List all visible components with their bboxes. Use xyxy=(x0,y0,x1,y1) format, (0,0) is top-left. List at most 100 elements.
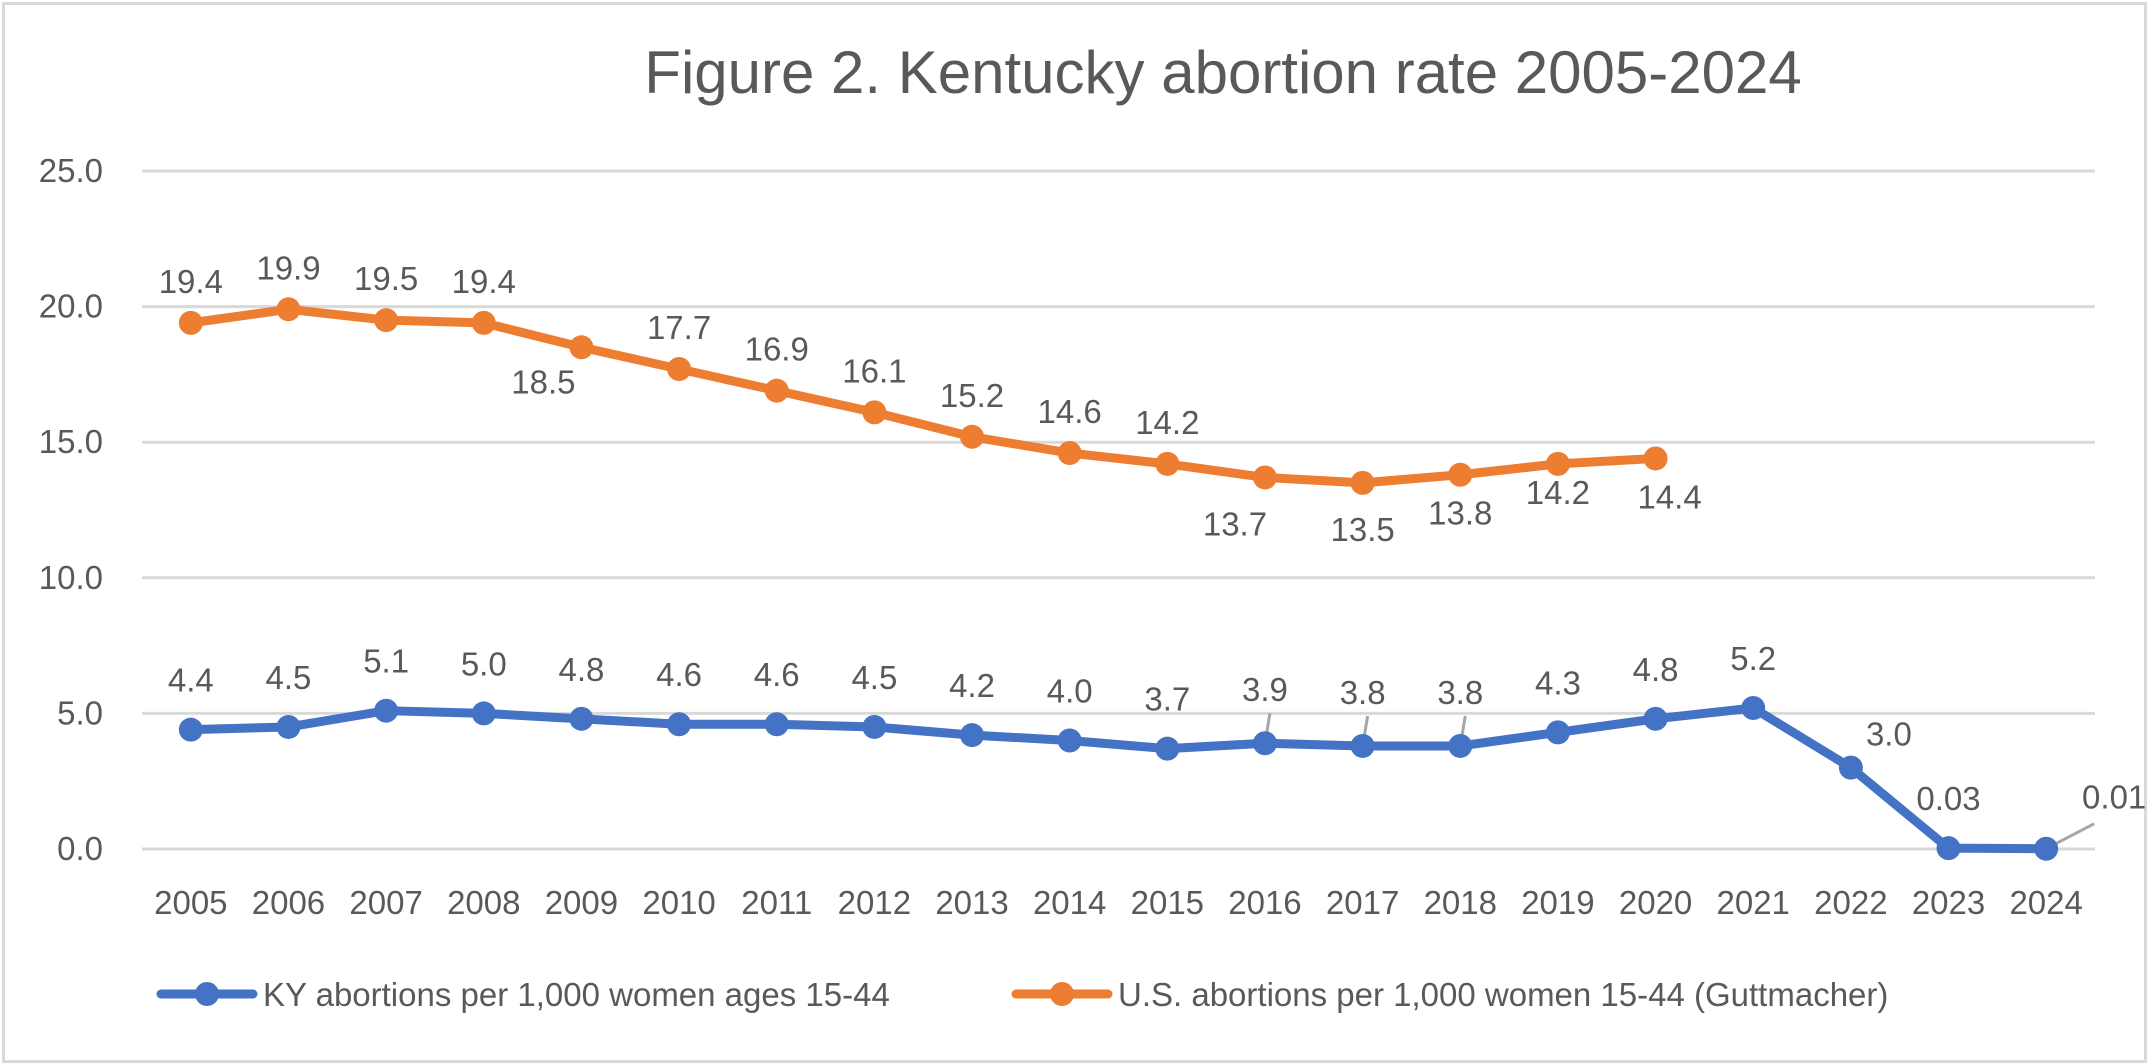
data-point xyxy=(1741,695,1766,720)
x-axis: 2005 2006 2007 2008 2009 2010 2011 2012 2013 2014… xyxy=(154,884,2083,921)
data-label: 4.8 xyxy=(1633,651,1679,688)
data-label: 3.0 xyxy=(1866,716,1912,753)
data-label: 19.9 xyxy=(256,249,320,286)
data-point xyxy=(276,714,301,739)
data-label: 5.2 xyxy=(1730,640,1776,677)
data-point xyxy=(1350,470,1375,495)
legend-marker-point xyxy=(1050,982,1074,1006)
data-label: 4.6 xyxy=(754,656,800,693)
x-tick-label: 2023 xyxy=(1912,884,1985,921)
y-tick-label: 5.0 xyxy=(57,694,103,731)
x-tick-label: 2024 xyxy=(2009,884,2082,921)
legend: KY abortions per 1,000 women ages 15-44 U… xyxy=(156,976,1888,1013)
data-label: 4.6 xyxy=(656,656,702,693)
data-point xyxy=(1936,836,1961,861)
x-tick-label: 2010 xyxy=(642,884,715,921)
data-point xyxy=(471,310,496,335)
series-line xyxy=(190,703,2047,854)
x-tick-label: 2022 xyxy=(1814,884,1887,921)
y-tick-label: 0.0 xyxy=(57,830,103,867)
data-point xyxy=(1252,731,1277,756)
legend-marker-point xyxy=(195,982,219,1006)
data-label: 13.8 xyxy=(1428,495,1492,532)
data-point xyxy=(1448,733,1473,758)
data-label: 4.8 xyxy=(558,651,604,688)
data-label: 4.0 xyxy=(1047,673,1093,710)
data-label: 5.0 xyxy=(461,645,507,682)
data-point xyxy=(667,712,692,737)
data-point xyxy=(374,308,399,333)
x-tick-label: 2014 xyxy=(1033,884,1106,921)
data-label: 19.5 xyxy=(354,260,418,297)
data-point xyxy=(764,378,789,403)
data-point xyxy=(1643,706,1668,731)
x-tick-label: 2011 xyxy=(741,884,812,921)
x-tick-label: 2019 xyxy=(1521,884,1594,921)
x-tick-label: 2017 xyxy=(1326,884,1399,921)
y-axis: 0.0 5.0 10.0 15.0 20.0 25.0 xyxy=(39,152,103,867)
x-tick-label: 2015 xyxy=(1131,884,1204,921)
data-label: 13.5 xyxy=(1331,511,1395,548)
data-label: 19.4 xyxy=(159,263,223,300)
series-lines xyxy=(178,297,2059,861)
data-point xyxy=(1545,451,1570,476)
legend-label: KY abortions per 1,000 women ages 15-44 xyxy=(263,976,890,1013)
data-label: 14.2 xyxy=(1135,404,1199,441)
data-point xyxy=(1057,728,1082,753)
data-point xyxy=(960,723,985,748)
series-line xyxy=(190,304,1656,488)
data-labels: 4.4 4.5 5.1 5.0 4.8 4.6 4.6 4.5 4.2 4.0 3.7 3.9 3.8 3… xyxy=(159,249,2147,817)
data-point xyxy=(569,335,594,360)
data-label: 19.4 xyxy=(452,263,516,300)
x-tick-label: 2008 xyxy=(447,884,520,921)
data-label: 14.2 xyxy=(1526,474,1590,511)
data-label: 17.7 xyxy=(647,309,711,346)
data-label: 0.03 xyxy=(1916,780,1980,817)
data-point xyxy=(1643,446,1668,471)
data-point xyxy=(862,400,887,425)
data-label: 3.9 xyxy=(1242,671,1288,708)
legend-label: U.S. abortions per 1,000 women 15-44 (Gu… xyxy=(1118,976,1888,1013)
data-point xyxy=(1155,736,1180,761)
x-tick-label: 2021 xyxy=(1717,884,1790,921)
x-tick-label: 2009 xyxy=(545,884,618,921)
data-label: 16.1 xyxy=(842,352,906,389)
data-label: 4.5 xyxy=(266,659,312,696)
data-label: 0.01 xyxy=(2082,779,2146,816)
y-tick-label: 15.0 xyxy=(39,423,103,460)
data-point xyxy=(178,717,203,742)
data-point xyxy=(1350,733,1375,758)
data-point xyxy=(276,297,301,322)
data-point xyxy=(178,310,203,335)
x-tick-label: 2018 xyxy=(1424,884,1497,921)
chart-title: Figure 2. Kentucky abortion rate 2005-20… xyxy=(644,39,1801,106)
data-point xyxy=(1448,462,1473,487)
data-label: 16.9 xyxy=(745,331,809,368)
data-label: 4.4 xyxy=(168,662,214,699)
data-label: 4.5 xyxy=(851,659,897,696)
data-label: 18.5 xyxy=(511,363,575,400)
x-tick-label: 2012 xyxy=(838,884,911,921)
data-label: 15.2 xyxy=(940,377,1004,414)
x-tick-label: 2007 xyxy=(349,884,422,921)
data-label: 4.2 xyxy=(949,667,995,704)
data-point xyxy=(1252,465,1277,490)
data-point xyxy=(862,714,887,739)
data-point xyxy=(1545,720,1570,745)
y-tick-label: 25.0 xyxy=(39,152,103,189)
data-point xyxy=(1838,755,1863,780)
data-point xyxy=(764,712,789,737)
y-tick-label: 10.0 xyxy=(39,559,103,596)
data-point xyxy=(960,424,985,449)
x-tick-label: 2016 xyxy=(1228,884,1301,921)
x-tick-label: 2020 xyxy=(1619,884,1692,921)
x-tick-label: 2005 xyxy=(154,884,227,921)
x-tick-label: 2006 xyxy=(252,884,325,921)
y-tick-label: 20.0 xyxy=(39,288,103,325)
data-label: 3.8 xyxy=(1340,674,1386,711)
data-point xyxy=(471,701,496,726)
data-label: 3.7 xyxy=(1144,681,1190,718)
data-point xyxy=(1155,451,1180,476)
